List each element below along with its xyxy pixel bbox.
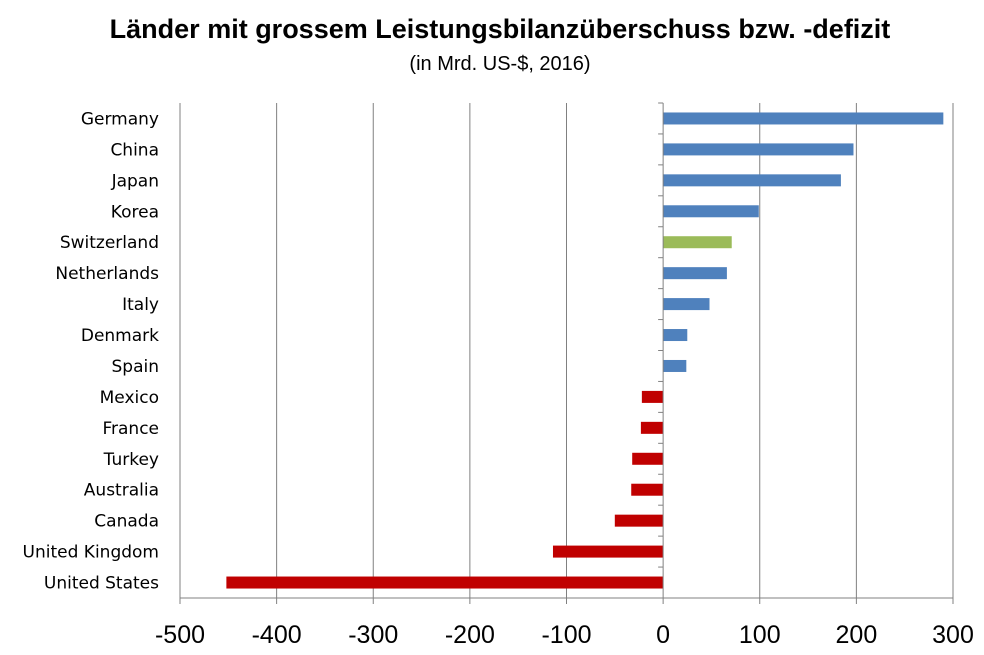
x-tick-label: -500: [155, 621, 205, 649]
category-label: Japan: [111, 171, 159, 191]
bar-canada: [614, 514, 664, 527]
category-label: Spain: [112, 357, 160, 377]
bar-united-kingdom: [552, 545, 664, 558]
bar-turkey: [632, 452, 664, 465]
bar-china: [663, 143, 854, 156]
bar-france: [640, 421, 664, 434]
category-labels: Germany China Japan Korea Switzerland Netherl…: [23, 109, 160, 593]
category-label: Korea: [111, 202, 159, 222]
axes: [179, 102, 954, 604]
category-label: Turkey: [103, 450, 159, 470]
category-label: Mexico: [100, 388, 159, 408]
x-tick-label: 0: [656, 621, 670, 649]
category-label: United States: [44, 574, 159, 594]
category-label: Italy: [122, 295, 159, 315]
bar-switzerland: [663, 236, 732, 249]
category-label: United Kingdom: [23, 543, 159, 563]
bar-netherlands: [663, 267, 727, 280]
bar-denmark: [663, 329, 688, 342]
x-tick-label: -300: [348, 621, 398, 649]
category-label: France: [102, 419, 159, 439]
chart-title: Länder mit grossem Leistungsbilanzübersc…: [109, 14, 891, 44]
category-label: Netherlands: [55, 264, 159, 284]
chart-subtitle: (in Mrd. US-$, 2016): [409, 53, 591, 75]
bars: [226, 112, 944, 589]
category-label: Switzerland: [60, 233, 159, 253]
bar-germany: [663, 112, 944, 125]
category-label: Denmark: [81, 326, 159, 346]
tick-labels: -500 -400 -300 -200 -100 0 100 200 300: [155, 621, 974, 649]
x-tick-label: -200: [445, 621, 495, 649]
bar-korea: [663, 205, 759, 218]
category-label: Germany: [81, 109, 159, 129]
category-label: China: [110, 140, 159, 160]
x-tick-label: 100: [739, 621, 781, 649]
category-label: Canada: [94, 512, 159, 532]
bar-australia: [631, 483, 664, 496]
x-tick-label: -100: [541, 621, 591, 649]
x-tick-label: 300: [932, 621, 974, 649]
bar-mexico: [641, 390, 664, 403]
x-tick-label: -400: [252, 621, 302, 649]
bar-japan: [663, 174, 841, 187]
category-label: Australia: [84, 481, 159, 501]
bar-italy: [663, 298, 710, 311]
bar-spain: [663, 359, 687, 372]
bar-united-states: [226, 576, 664, 589]
x-tick-label: 200: [836, 621, 878, 649]
